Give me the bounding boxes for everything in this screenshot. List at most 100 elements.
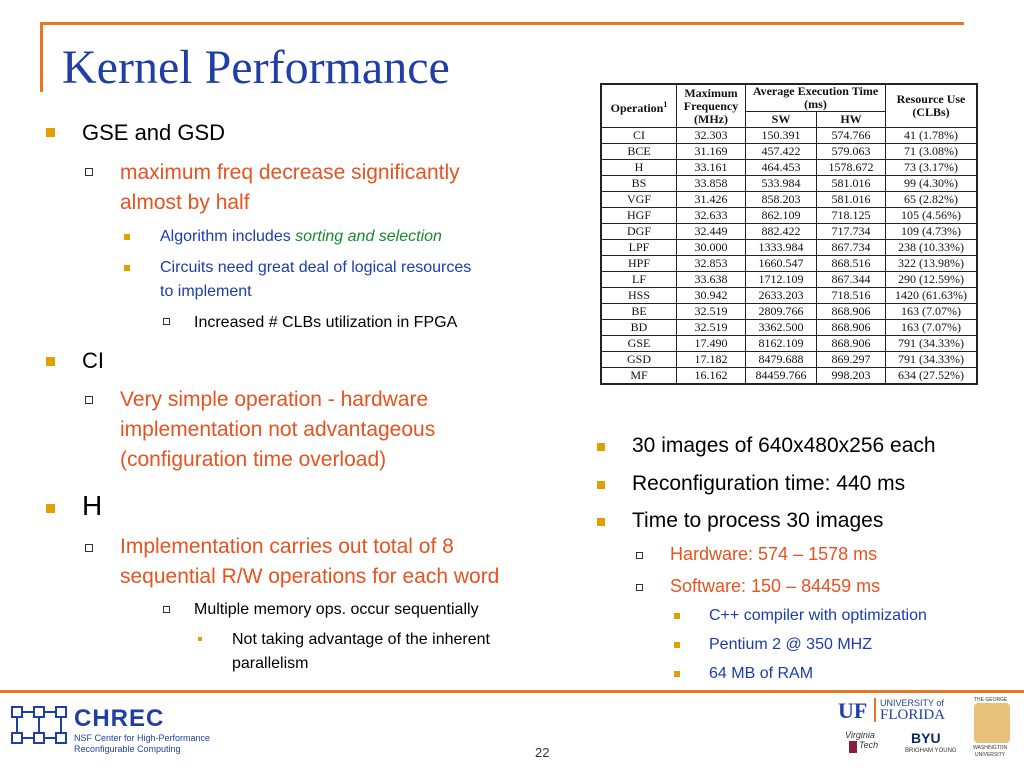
- table-cell: 31.426: [676, 191, 746, 208]
- header-avg-exec-time: Average Execution Time (ms): [745, 83, 886, 112]
- header-max-frequency: Maximum Frequency (MHz): [676, 83, 746, 128]
- uf-divider: [874, 698, 876, 722]
- table-cell: BCE: [600, 143, 677, 160]
- table-cell: 8162.109: [745, 335, 817, 352]
- table-row: HSS 30.942 2633.203 718.516 1420 (61.63%): [600, 287, 978, 304]
- page-number: 22: [535, 745, 550, 760]
- uf-florida: FLORIDA: [880, 707, 946, 723]
- table-cell: 322 (13.98%): [885, 255, 978, 272]
- bullet-simple-op-cont2: (configuration time overload): [120, 448, 387, 471]
- title-frame-top: [40, 22, 964, 25]
- hollow-square-bullet-icon: [636, 552, 643, 559]
- hollow-square-bullet-icon: [636, 584, 643, 591]
- bullet-software-time: Software: 150 – 84459 ms: [670, 576, 881, 596]
- table-cell: 17.490: [676, 335, 746, 352]
- table-cell: 882.422: [745, 223, 817, 240]
- table-cell: 105 (4.56%): [885, 207, 978, 224]
- hollow-square-bullet-icon: [85, 544, 93, 552]
- table-cell: BD: [600, 319, 677, 336]
- table-cell: 32.519: [676, 303, 746, 320]
- bullet-images: 30 images of 640x480x256 each: [632, 434, 936, 457]
- table-row: BE 32.519 2809.766 868.906 163 (7.07%): [600, 303, 978, 320]
- square-bullet-icon: [597, 481, 605, 489]
- gwu-portrait-icon: [974, 703, 1010, 743]
- bullet-simple-op: Very simple operation - hardware: [120, 388, 429, 411]
- square-bullet-icon: [674, 613, 680, 619]
- bullet-algorithm-italic: sorting and selection: [295, 228, 442, 245]
- kernel-performance-table: Operation1 Maximum Frequency (MHz) Avera…: [600, 83, 978, 385]
- square-bullet-icon: [597, 443, 605, 451]
- bullet-clb-utilization: Increased # CLBs utilization in FPGA: [194, 314, 458, 331]
- square-bullet-icon: [674, 642, 680, 648]
- table-cell: 32.449: [676, 223, 746, 240]
- hollow-square-bullet-icon: [85, 168, 93, 176]
- bullet-circuits-cont: to implement: [160, 283, 252, 300]
- table-row: VGF 31.426 858.203 581.016 65 (2.82%): [600, 191, 978, 208]
- table-cell: 867.344: [816, 271, 886, 288]
- table-cell: 8479.688: [745, 351, 817, 368]
- table-cell: 867.734: [816, 239, 886, 256]
- table-cell: 163 (7.07%): [885, 303, 978, 320]
- chrec-subtitle-1: NSF Center for High-Performance: [74, 733, 211, 743]
- table-row: GSD 17.182 8479.688 869.297 791 (34.33%): [600, 351, 978, 368]
- table-cell: 65 (2.82%): [885, 191, 978, 208]
- table-row: H 33.161 464.453 1578.672 73 (3.17%): [600, 159, 978, 176]
- table-cell: 1420 (61.63%): [885, 287, 978, 304]
- table-cell: 533.984: [745, 175, 817, 192]
- table-cell: 869.297: [816, 351, 886, 368]
- table-cell: 457.422: [745, 143, 817, 160]
- uf-monogram: UF: [838, 698, 868, 723]
- table-cell: 109 (4.73%): [885, 223, 978, 240]
- virginia-tech-logo: Virginia Tech: [845, 730, 895, 764]
- hollow-square-bullet-icon: [163, 318, 170, 325]
- bullet-memory-ops: Multiple memory ops. occur sequentially: [194, 601, 479, 618]
- gwu-line-3: UNIVERSITY: [975, 752, 1006, 758]
- table-cell: 464.453: [745, 159, 817, 176]
- table-cell: LF: [600, 271, 677, 288]
- table-cell: CI: [600, 127, 677, 144]
- table-cell: 868.906: [816, 335, 886, 352]
- chrec-wordmark: CHREC: [74, 705, 165, 732]
- bullet-parallelism: Not taking advantage of the inherent: [232, 631, 490, 648]
- bullet-gse-gsd: GSE and GSD: [82, 120, 226, 145]
- uf-university-of: UNIVERSITY of: [880, 698, 944, 708]
- table-cell: 150.391: [745, 127, 817, 144]
- table-cell: 71 (3.08%): [885, 143, 978, 160]
- table-cell: 634 (27.52%): [885, 367, 978, 385]
- gwu-line-1: THE GEORGE: [974, 697, 1008, 703]
- table-cell: LPF: [600, 239, 677, 256]
- table-row: GSE 17.490 8162.109 868.906 791 (34.33%): [600, 335, 978, 352]
- byu-logo: BYU BRIGHAM YOUNG: [905, 730, 965, 760]
- vt-line-2: Tech: [859, 740, 879, 750]
- table-cell: 791 (34.33%): [885, 335, 978, 352]
- footer-divider: [0, 690, 1024, 693]
- table-row: BCE 31.169 457.422 579.063 71 (3.08%): [600, 143, 978, 160]
- square-bullet-icon: [46, 128, 55, 137]
- chrec-logo: CHREC NSF Center for High-Performance Re…: [10, 703, 235, 759]
- table-cell: 290 (12.59%): [885, 271, 978, 288]
- table-cell: HPF: [600, 255, 677, 272]
- table-cell: 99 (4.30%): [885, 175, 978, 192]
- table-cell: MF: [600, 367, 677, 385]
- bullet-ci: CI: [82, 348, 104, 373]
- chrec-subtitle-2: Reconfigurable Computing: [74, 744, 181, 754]
- table-cell: VGF: [600, 191, 677, 208]
- gwu-logo: THE GEORGE WASHINGTON UNIVERSITY: [972, 697, 1012, 763]
- table-cell: BS: [600, 175, 677, 192]
- table-cell: 718.125: [816, 207, 886, 224]
- table-cell: 17.182: [676, 351, 746, 368]
- table-cell: 579.063: [816, 143, 886, 160]
- bullet-ram: 64 MB of RAM: [709, 665, 814, 682]
- table-cell: 868.516: [816, 255, 886, 272]
- slide-title: Kernel Performance: [62, 41, 450, 94]
- square-bullet-icon: [124, 265, 130, 271]
- table-row: BS 33.858 533.984 581.016 99 (4.30%): [600, 175, 978, 192]
- table-cell: GSD: [600, 351, 677, 368]
- bullet-process-time: Time to process 30 images: [632, 509, 884, 532]
- header-sw: SW: [745, 111, 817, 128]
- table-cell: 30.942: [676, 287, 746, 304]
- small-square-bullet-icon: [198, 637, 202, 641]
- gwu-line-2: WASHINGTON: [973, 745, 1008, 751]
- hollow-square-bullet-icon: [163, 606, 170, 613]
- table-cell: 581.016: [816, 175, 886, 192]
